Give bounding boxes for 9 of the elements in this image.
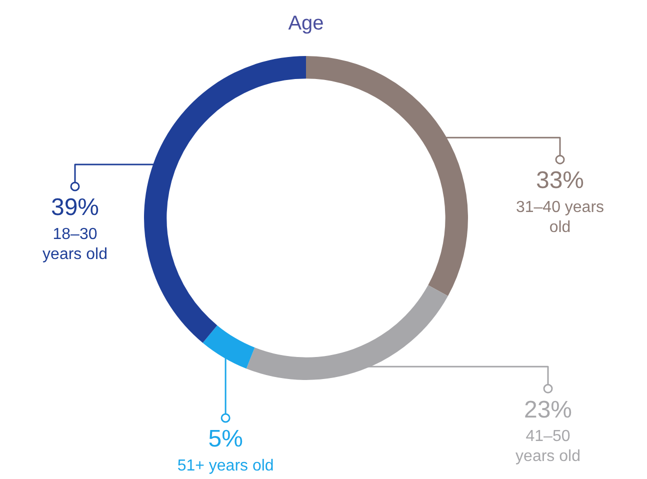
slice-label: 41–50 years old (516, 428, 580, 466)
data-label: 23% (524, 396, 572, 424)
data-label: 33% (536, 167, 584, 194)
slice-label: 18–30 years old (42, 226, 108, 263)
slice-label: 31–40 years old (516, 198, 604, 236)
data-label: 39% (50, 194, 100, 222)
slice-label: 51+ years old (177, 457, 274, 474)
data-label: 5% (208, 426, 243, 453)
chart-title: Age (288, 12, 324, 35)
